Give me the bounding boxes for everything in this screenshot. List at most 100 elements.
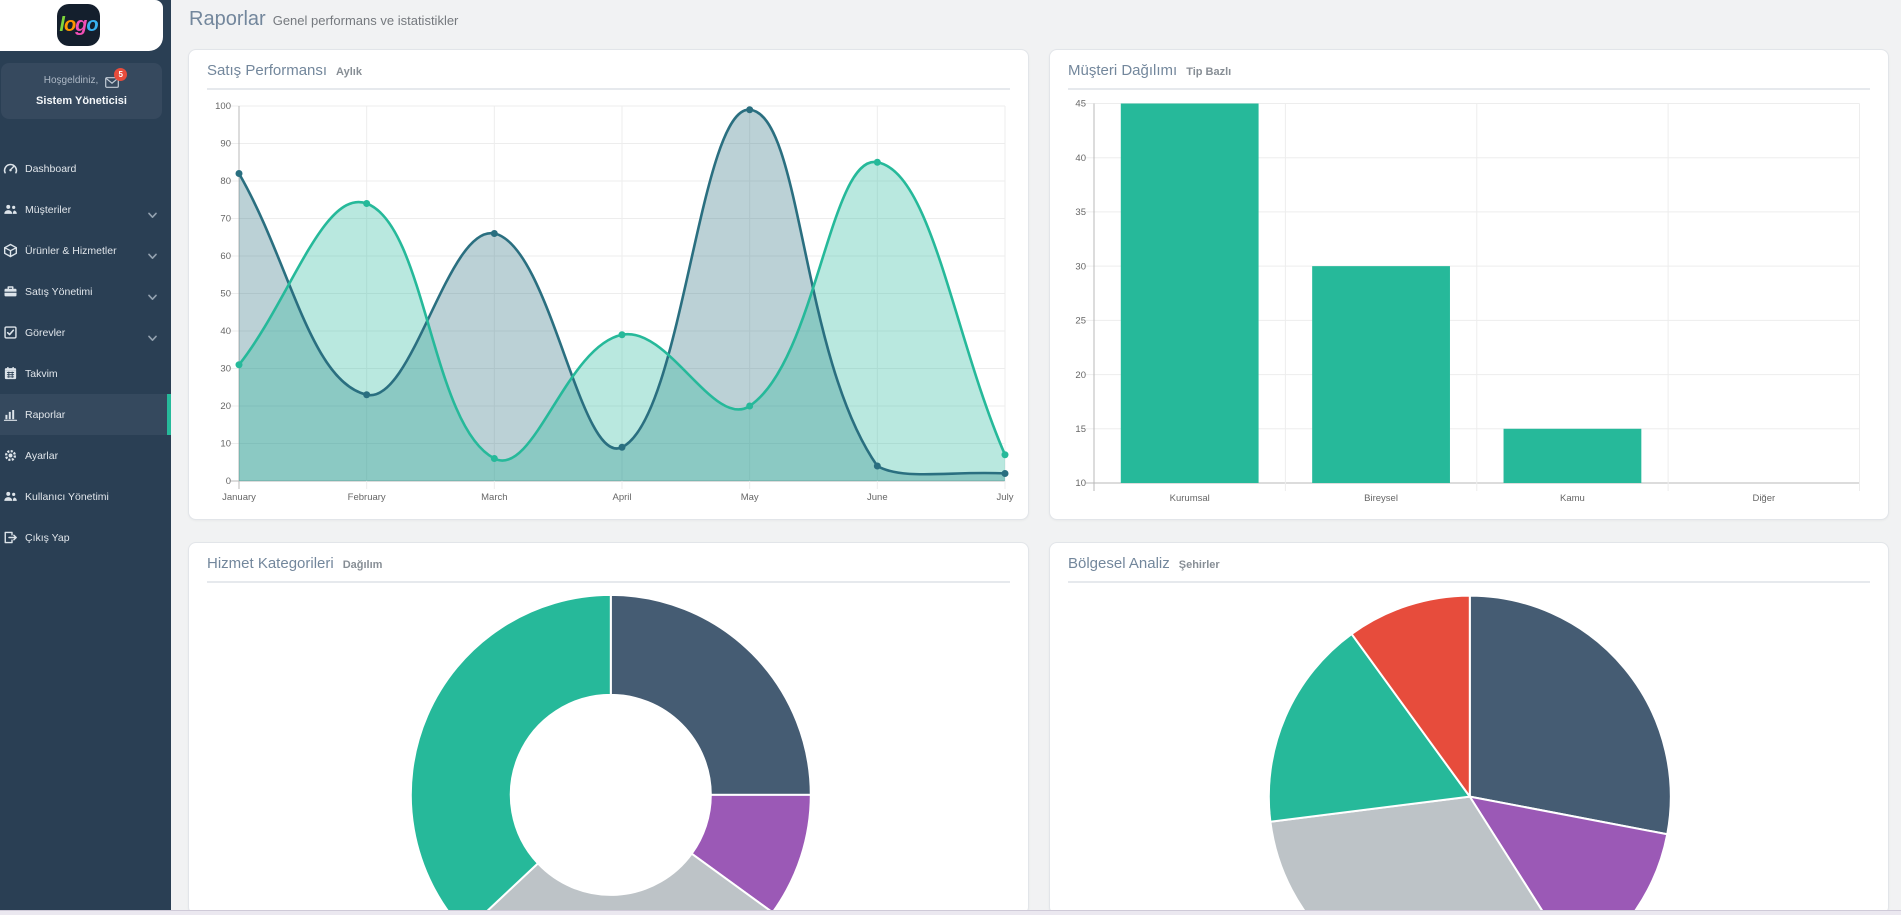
line-chart[interactable]: 0 10 20 30 40 50 60 70 80 90 100 January February Mar… bbox=[189, 50, 1028, 519]
logout-icon bbox=[4, 531, 17, 544]
card-subtitle: Tip Bazlı bbox=[1186, 66, 1232, 78]
sidebar-menu: Dashboard Müşteriler Ürünler & Hizmetler Sa… bbox=[0, 148, 171, 558]
svg-text:50: 50 bbox=[220, 289, 231, 300]
svg-text:25: 25 bbox=[1075, 316, 1086, 327]
card-title: Hizmet Kategorileri bbox=[207, 555, 334, 572]
sidebar-item-dashboard[interactable]: Dashboard bbox=[0, 148, 171, 189]
sidebar-item-takvim[interactable]: Takvim bbox=[0, 353, 171, 394]
menu-item-icon-wrap bbox=[3, 243, 18, 258]
card-subtitle: Şehirler bbox=[1178, 559, 1220, 571]
menu-item-chevron-wrap bbox=[148, 206, 157, 224]
menu-item-icon-wrap bbox=[3, 161, 18, 176]
menu-item-icon-wrap bbox=[3, 366, 18, 381]
page-head: Raporlar Genel performans ve istatistikle… bbox=[171, 0, 1901, 31]
logo-word: logo bbox=[59, 13, 98, 36]
menu-item-icon-wrap bbox=[3, 530, 18, 545]
card-title: Müşteri Dağılımı bbox=[1068, 62, 1178, 79]
menu-item-icon-wrap bbox=[3, 202, 18, 217]
card-divider bbox=[207, 581, 1010, 583]
card-divider bbox=[1068, 581, 1870, 583]
svg-text:June: June bbox=[867, 492, 888, 503]
svg-text:35: 35 bbox=[1075, 207, 1086, 218]
chevron-down-icon bbox=[148, 253, 157, 259]
sidebar-item-label: Dashboard bbox=[25, 162, 77, 175]
svg-text:30: 30 bbox=[1075, 261, 1086, 272]
main-content: Raporlar Genel performans ve istatistikle… bbox=[171, 0, 1901, 915]
card-sales-performance: Satış Performansı Aylık 0 10 20 30 40 50 60 70 80… bbox=[188, 49, 1029, 520]
mail-icon-wrap[interactable]: 5 bbox=[105, 68, 128, 88]
sidebar-item-cikis-yap[interactable]: Çıkış Yap bbox=[0, 517, 171, 558]
svg-text:60: 60 bbox=[220, 251, 231, 262]
chevron-down-icon bbox=[148, 335, 157, 341]
svg-text:March: March bbox=[481, 492, 507, 503]
svg-text:70: 70 bbox=[220, 214, 231, 225]
svg-text:30: 30 bbox=[220, 364, 231, 375]
svg-text:100: 100 bbox=[215, 101, 231, 112]
dashboard-icon bbox=[3, 163, 18, 174]
users-icon bbox=[4, 204, 17, 214]
sidebar-item-label: Ürünler & Hizmetler bbox=[25, 244, 117, 257]
donut-chart-svg bbox=[409, 593, 812, 914]
brand-logo-box[interactable]: logo bbox=[0, 0, 163, 51]
sidebar-item-label: Takvim bbox=[25, 367, 58, 380]
card-head: Hizmet Kategorileri Dağılım bbox=[207, 543, 1010, 573]
chevron-down-icon bbox=[148, 212, 157, 218]
page-title: Raporlar bbox=[189, 8, 266, 30]
sidebar-item-label: Çıkış Yap bbox=[25, 531, 70, 544]
sidebar-item-label: Satış Yönetimi bbox=[25, 285, 93, 298]
welcome-label: Hoşgeldiniz, bbox=[43, 75, 99, 86]
page-subtitle: Genel performans ve istatistikler bbox=[272, 13, 459, 28]
sidebar-item-label: Görevler bbox=[25, 326, 66, 339]
chevron-down-icon bbox=[148, 294, 157, 300]
sidebar-item-kullanici-yonetimi[interactable]: Kullanıcı Yönetimi bbox=[0, 476, 171, 517]
card-customer-distribution: Müşteri Dağılımı Tip Bazlı 10 15 20 25 30 35 40… bbox=[1049, 49, 1889, 520]
menu-item-chevron-wrap bbox=[148, 247, 157, 265]
svg-text:40: 40 bbox=[1075, 153, 1086, 164]
sidebar-item-urunler-and-hizmetler[interactable]: Ürünler & Hizmetler bbox=[0, 230, 171, 271]
card-head: Bölgesel Analiz Şehirler bbox=[1068, 543, 1870, 573]
line-chart-svg: 0 10 20 30 40 50 60 70 80 90 100 January February Mar… bbox=[215, 101, 1014, 503]
sidebar-item-gorevler[interactable]: Görevler bbox=[0, 312, 171, 353]
pie-chart-svg bbox=[1267, 594, 1672, 914]
sidebar-item-raporlar[interactable]: Raporlar bbox=[0, 394, 171, 435]
notification-badge[interactable]: 5 bbox=[114, 68, 128, 81]
svg-text:80: 80 bbox=[220, 176, 231, 187]
logo-mark: logo bbox=[57, 4, 100, 46]
donut-chart[interactable] bbox=[189, 543, 1028, 914]
bar-chart-icon bbox=[3, 410, 18, 421]
svg-text:Diğer: Diğer bbox=[1752, 493, 1775, 504]
card-head: Müşteri Dağılımı Tip Bazlı bbox=[1068, 50, 1870, 80]
svg-text:May: May bbox=[741, 492, 759, 503]
card-title: Satış Performansı bbox=[207, 62, 328, 79]
menu-item-icon-wrap bbox=[3, 448, 18, 463]
svg-text:15: 15 bbox=[1075, 424, 1086, 435]
menu-item-chevron-wrap bbox=[148, 288, 157, 306]
user-name: Sistem Yöneticisi bbox=[36, 95, 127, 107]
menu-item-chevron-wrap bbox=[148, 329, 157, 347]
sidebar-item-musteriler[interactable]: Müşteriler bbox=[0, 189, 171, 230]
bar-chart[interactable]: 10 15 20 25 30 35 40 45 Kurumsal Bireysel Kamu Diğe… bbox=[1050, 50, 1888, 519]
card-title: Bölgesel Analiz bbox=[1068, 555, 1170, 572]
svg-text:90: 90 bbox=[220, 139, 231, 150]
welcome-card: Hoşgeldiniz, 5 Sistem Yöneticisi bbox=[1, 63, 162, 119]
sidebar-item-satis-yonetimi[interactable]: Satış Yönetimi bbox=[0, 271, 171, 312]
menu-item-icon-wrap bbox=[3, 407, 18, 422]
card-regional-analysis: Bölgesel Analiz Şehirler bbox=[1049, 542, 1889, 915]
horizontal-scrollbar[interactable] bbox=[0, 910, 1901, 915]
svg-text:20: 20 bbox=[220, 401, 231, 412]
pie-chart[interactable] bbox=[1050, 543, 1888, 914]
sidebar-item-label: Raporlar bbox=[25, 408, 66, 421]
sidebar-item-ayarlar[interactable]: Ayarlar bbox=[0, 435, 171, 476]
card-subtitle: Aylık bbox=[336, 66, 362, 78]
svg-text:January: January bbox=[222, 492, 256, 503]
bar-chart-svg: 10 15 20 25 30 35 40 45 Kurumsal Bireysel Kamu Diğe… bbox=[1075, 99, 1860, 504]
menu-item-icon-wrap bbox=[3, 489, 18, 504]
sidebar-item-label: Kullanıcı Yönetimi bbox=[25, 490, 109, 503]
svg-text:February: February bbox=[348, 492, 386, 503]
svg-text:0: 0 bbox=[226, 476, 231, 487]
svg-text:45: 45 bbox=[1075, 99, 1086, 110]
gear-icon bbox=[4, 449, 17, 462]
svg-text:20: 20 bbox=[1075, 370, 1086, 381]
welcome-line: Hoşgeldiniz, 5 bbox=[1, 68, 162, 88]
svg-text:10: 10 bbox=[220, 439, 231, 450]
